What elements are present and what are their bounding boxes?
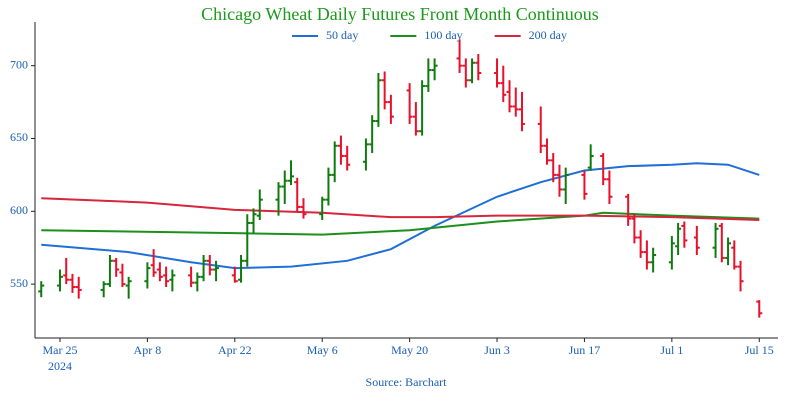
x-tick-label: Jun 17 xyxy=(569,343,601,357)
x-tick-label: Apr 8 xyxy=(134,343,162,357)
chart-title: Chicago Wheat Daily Futures Front Month … xyxy=(201,4,599,24)
y-tick-label: 550 xyxy=(10,276,28,290)
y-tick-label: 650 xyxy=(10,130,28,144)
moving-average-line xyxy=(41,197,760,222)
y-tick-label: 600 xyxy=(10,203,28,217)
y-tick-label: 700 xyxy=(10,57,28,71)
x-tick-label: Jun 3 xyxy=(484,343,510,357)
x-tick-label: Mar 25 xyxy=(42,343,77,357)
x-tick-label: Apr 22 xyxy=(218,343,252,357)
moving-average-line xyxy=(41,211,760,236)
legend-label: 200 day xyxy=(529,28,567,42)
x-tick-label: Jul 15 xyxy=(745,343,774,357)
x-tick-label: May 20 xyxy=(391,343,428,357)
moving-average-line xyxy=(41,162,760,270)
x-year-label: 2024 xyxy=(48,359,72,373)
x-tick-label: May 6 xyxy=(307,343,338,357)
x-tick-label: Jul 1 xyxy=(660,343,683,357)
source: Source: Barchart xyxy=(366,375,448,389)
legend-label: 100 day xyxy=(424,28,462,42)
legend-label: 50 day xyxy=(326,28,358,42)
